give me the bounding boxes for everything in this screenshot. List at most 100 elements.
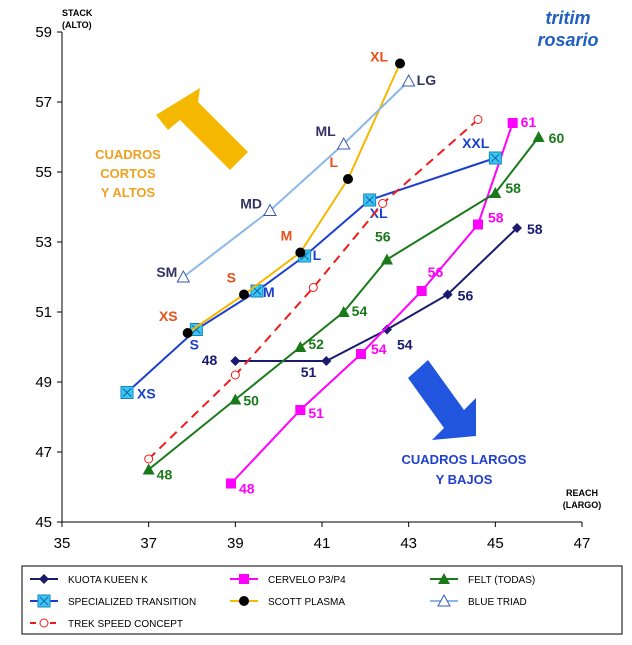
legend-item: CERVELO P3/P4 bbox=[230, 574, 346, 586]
marker bbox=[295, 405, 306, 415]
data-label: ML bbox=[315, 123, 336, 139]
marker bbox=[176, 269, 191, 283]
data-label: 60 bbox=[549, 130, 565, 146]
x-axis-label: REACH bbox=[566, 488, 598, 498]
marker bbox=[230, 370, 240, 380]
marker bbox=[226, 478, 236, 489]
marker bbox=[321, 356, 332, 366]
long-low-annotation: CUADROS LARGOS Y BAJOS bbox=[402, 452, 527, 487]
legend-label: FELT (TODAS) bbox=[468, 575, 535, 586]
marker bbox=[416, 286, 427, 296]
legend-box bbox=[21, 565, 623, 635]
y-tick-label: 51 bbox=[35, 304, 52, 321]
marker bbox=[356, 349, 366, 359]
marker bbox=[263, 203, 277, 216]
marker-cross bbox=[490, 153, 500, 163]
series-cervelo-p3-p4: 48 51 54 56 58 61 bbox=[226, 114, 536, 497]
data-label: 48 bbox=[239, 481, 255, 497]
y-tick-label: 49 bbox=[35, 374, 52, 391]
legend-item: TREK SPEED CONCEPT bbox=[30, 618, 183, 630]
axes: 35 37 39 41 43 45 47 45 47 49 51 53 55 57 59 bbox=[35, 24, 590, 552]
data-label: 48 bbox=[202, 352, 218, 368]
data-label: XL bbox=[370, 49, 388, 65]
y-tick-label: 53 bbox=[35, 234, 52, 251]
data-label: MD bbox=[240, 196, 262, 212]
brand-line1: tritim bbox=[546, 8, 591, 28]
data-label: XS bbox=[159, 308, 178, 324]
data-label: XS bbox=[137, 386, 156, 402]
data-label: XL bbox=[370, 205, 388, 221]
marker bbox=[337, 306, 350, 317]
x-tick-label: 37 bbox=[140, 535, 157, 552]
x-tick-label: 35 bbox=[54, 535, 71, 552]
series-line bbox=[182, 80, 410, 278]
marker bbox=[336, 136, 351, 150]
legend-label: TREK SPEED CONCEPT bbox=[68, 619, 183, 630]
data-label: 56 bbox=[428, 264, 444, 280]
legend-label: SCOTT PLASMA bbox=[268, 597, 345, 608]
marker bbox=[39, 618, 49, 628]
legend-label: BLUE TRIAD bbox=[468, 597, 527, 608]
y-tick-label: 47 bbox=[35, 444, 52, 461]
marker bbox=[343, 174, 353, 184]
data-label: M bbox=[263, 284, 275, 300]
series-kuota-kueen-k: 48 51 54 56 58 bbox=[202, 221, 543, 380]
marker bbox=[489, 187, 502, 198]
data-label: XXL bbox=[462, 135, 490, 151]
marker-cross bbox=[252, 286, 262, 296]
marker bbox=[308, 283, 318, 292]
marker-cross bbox=[365, 195, 375, 205]
marker bbox=[532, 131, 545, 142]
series-felt-todas-: 48 50 52 54 56 58 60 bbox=[142, 130, 565, 483]
legend-label: KUOTA KUEEN K bbox=[68, 575, 148, 586]
data-label: 54 bbox=[371, 341, 387, 357]
marker bbox=[442, 289, 453, 300]
data-label: 51 bbox=[301, 364, 317, 380]
marker-cross bbox=[191, 325, 201, 334]
x-tick-label: 41 bbox=[314, 535, 331, 552]
y-axis-label: STACK bbox=[62, 8, 93, 18]
series-layer: 485154565848515456586148505254565860XSSM… bbox=[120, 49, 565, 497]
marker bbox=[294, 341, 307, 352]
data-label: M bbox=[281, 228, 293, 244]
long-low-line-1: CUADROS LARGOS bbox=[402, 452, 527, 467]
y-tick-label: 45 bbox=[35, 514, 52, 531]
legend-label: CERVELO P3/P4 bbox=[268, 575, 346, 586]
long-low-line-2: Y BAJOS bbox=[436, 472, 493, 487]
marker bbox=[182, 328, 193, 338]
marker bbox=[382, 324, 392, 335]
data-label: 54 bbox=[397, 337, 413, 353]
data-label: 58 bbox=[488, 210, 504, 226]
legend-item: SCOTT PLASMA bbox=[230, 596, 345, 608]
data-label: 54 bbox=[352, 303, 368, 319]
short-tall-line-1: CUADROS bbox=[95, 147, 161, 162]
marker bbox=[144, 454, 154, 464]
series-line bbox=[230, 122, 514, 485]
x-tick-label: 43 bbox=[400, 535, 417, 552]
marker bbox=[239, 574, 249, 584]
marker bbox=[512, 223, 522, 233]
short-tall-line-3: Y ALTOS bbox=[101, 185, 156, 200]
data-label: L bbox=[313, 247, 322, 263]
data-label: L bbox=[329, 154, 338, 170]
data-label: S bbox=[190, 337, 199, 353]
brand-line2: rosario bbox=[537, 30, 598, 50]
data-label: 58 bbox=[527, 221, 543, 237]
y-axis-label-sub: (ALTO) bbox=[62, 20, 92, 30]
marker bbox=[437, 593, 451, 607]
y-tick-label: 57 bbox=[35, 94, 52, 111]
marker-cross bbox=[122, 388, 132, 397]
marker bbox=[473, 115, 483, 124]
data-label: 52 bbox=[308, 336, 324, 352]
x-tick-label: 47 bbox=[574, 535, 591, 552]
series-line bbox=[126, 157, 496, 394]
legend-item: FELT (TODAS) bbox=[430, 573, 535, 586]
marker bbox=[230, 356, 241, 366]
marker bbox=[507, 118, 518, 128]
marker bbox=[401, 73, 416, 87]
